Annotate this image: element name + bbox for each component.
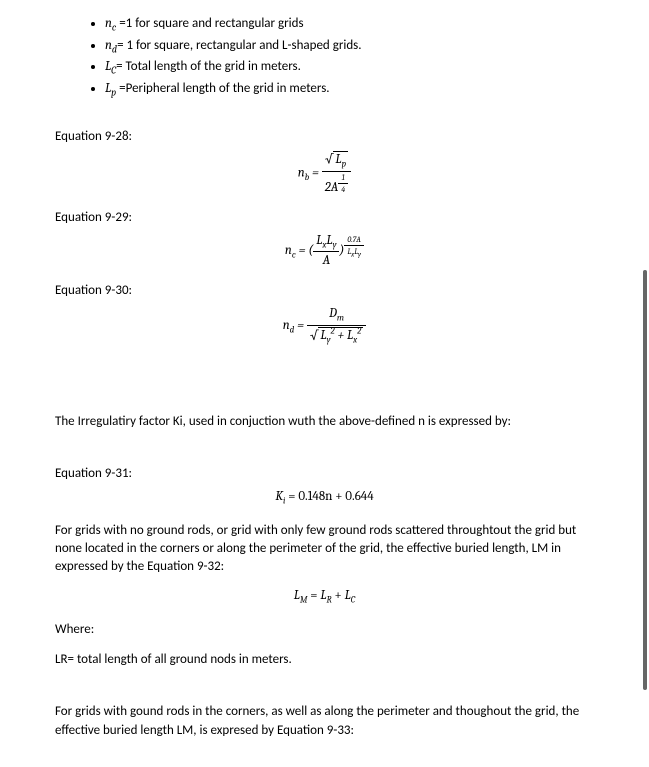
equation-929: nc = ( LxLy A )0.7ALxLy	[55, 233, 594, 269]
paragraph-lm: For grids with no ground rods, or grid w…	[55, 522, 594, 577]
equation-930: nd = Dm √Ly2 + Lx2	[55, 306, 594, 346]
equation-label-930: Equation 9-30:	[55, 283, 594, 298]
definition-list: nc =1 for square and rectangular grids n…	[55, 15, 594, 99]
list-item: Lp =Peripheral length of the grid in met…	[105, 80, 594, 100]
paragraph-ki: The Irregulatiry factor Ki, used in conj…	[55, 413, 594, 431]
equation-932: LM = LR + LC	[55, 588, 594, 606]
list-item: nd= 1 for square, rectangular and L-shap…	[105, 37, 594, 57]
equation-label-931: Equation 9-31:	[55, 466, 594, 481]
list-item: nc =1 for square and rectangular grids	[105, 15, 594, 35]
list-item: LC= Total length of the grid in meters.	[105, 58, 594, 78]
equation-label-928: Equation 9-28:	[55, 129, 594, 144]
equation-931: Ki = 0.148n + 0.644	[55, 489, 594, 507]
lr-definition: LR= total length of all ground nods in m…	[55, 651, 594, 669]
where-label: Where:	[55, 621, 594, 639]
equation-928: nb = √Lp 2A14	[55, 152, 594, 195]
equation-label-929: Equation 9-29:	[55, 210, 594, 225]
paragraph-933: For grids with gound rods in the corners…	[55, 703, 594, 739]
scrollbar-thumb[interactable]	[643, 270, 647, 690]
scrollbar-track[interactable]	[643, 270, 647, 690]
